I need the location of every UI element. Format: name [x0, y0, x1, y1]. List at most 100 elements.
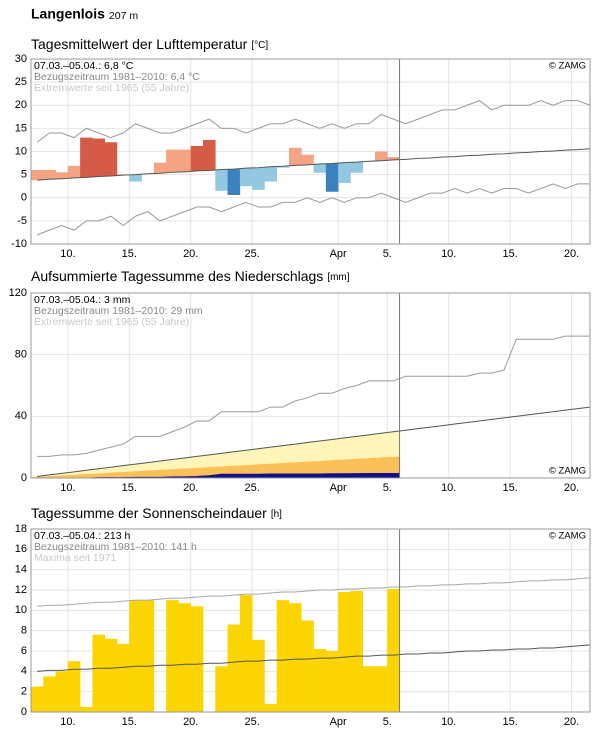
bar — [43, 676, 56, 712]
y-tick-label: 10 — [15, 145, 27, 157]
bar — [289, 603, 302, 712]
x-tick-label: 25. — [244, 482, 259, 494]
x-tick-label: 15. — [502, 248, 517, 260]
annotation: 07.03.–05.04.: 3 mm — [34, 294, 131, 306]
y-tick-label: 40 — [15, 410, 27, 422]
annotation: Bezugszeitraum 1981–2010: 29 mm — [34, 305, 203, 317]
bar — [264, 703, 278, 712]
annotation: Extremwerte seit 1965 (55 Jahre) — [34, 316, 189, 328]
anomaly-bar — [43, 170, 56, 180]
anomaly-bar — [338, 162, 351, 183]
bar — [117, 643, 130, 712]
x-tick-label: 10. — [60, 716, 75, 728]
annotation: 07.03.–05.04.: 213 h — [34, 530, 130, 542]
y-tick-label: 0 — [21, 706, 27, 718]
credit: © ZAMG — [549, 531, 586, 542]
annotation: Maxima seit 1971 — [34, 552, 116, 564]
bar — [325, 651, 339, 712]
y-tick-label: 2 — [21, 686, 27, 698]
chart-title-text: Tagesmittelwert der Lufttemperatur — [31, 36, 248, 52]
chart-title: Tagesmittelwert der Lufttemperatur [°C] — [31, 36, 268, 52]
x-tick-label: 15. — [502, 482, 517, 494]
bar — [166, 600, 179, 712]
x-tick-label: 20. — [183, 716, 198, 728]
x-tick-label: 10. — [441, 482, 456, 494]
anomaly-bar — [178, 149, 192, 172]
series-line — [37, 644, 591, 672]
y-tick-label: 18 — [15, 523, 27, 535]
anomaly-bar — [301, 154, 314, 165]
bar — [215, 666, 228, 712]
bar — [67, 661, 81, 712]
y-tick-label: 20 — [15, 99, 27, 111]
y-tick-label: 15 — [15, 122, 27, 134]
chart-unit: [h] — [271, 509, 282, 520]
annotation: 07.03.–05.04.: 6,8 °C — [34, 60, 134, 72]
chart-unit: [mm] — [327, 272, 349, 283]
chart-title-text: Aufsummierte Tagessumme des Niederschlag… — [31, 268, 323, 284]
x-tick-label: 15. — [122, 716, 137, 728]
x-tick-label: 25. — [244, 248, 259, 260]
series-line — [37, 577, 591, 607]
x-tick-label: 15. — [122, 482, 137, 494]
x-tick-label: 20. — [564, 716, 579, 728]
anomaly-bar — [92, 138, 106, 177]
x-tick-label: 5. — [383, 482, 392, 494]
x-tick-label: 20. — [564, 248, 579, 260]
x-tick-label: 20. — [183, 248, 198, 260]
x-tick-label: 5. — [383, 248, 392, 260]
anomaly-bar — [203, 139, 216, 171]
x-tick-label: 5. — [383, 716, 392, 728]
anomaly-bar — [67, 165, 81, 178]
anomaly-bar — [252, 167, 265, 190]
y-tick-label: 4 — [21, 665, 27, 677]
x-tick-label: 15. — [502, 716, 517, 728]
anomaly-bar — [289, 147, 302, 166]
anomaly-bar — [153, 162, 167, 174]
x-tick-label: 20. — [564, 482, 579, 494]
anomaly-bar — [104, 142, 118, 177]
anomaly-bar — [325, 163, 339, 192]
chart-unit: [°C] — [251, 40, 268, 51]
chart-title-text: Tagessumme der Sonnenscheindauer — [31, 505, 267, 521]
bar — [92, 634, 106, 712]
anomaly-bar — [375, 151, 388, 161]
y-tick-label: 25 — [15, 76, 27, 88]
x-tick-label: 20. — [183, 482, 198, 494]
credit: © ZAMG — [549, 466, 586, 477]
bar — [190, 606, 204, 712]
bar — [252, 639, 265, 712]
anomaly-bar — [239, 168, 253, 187]
anomaly-bar — [31, 170, 44, 181]
anomaly-bar — [387, 157, 400, 160]
x-tick-label: Apr — [330, 716, 347, 728]
x-tick-label: 10. — [60, 248, 75, 260]
y-tick-label: 80 — [15, 349, 27, 361]
bar — [31, 686, 44, 712]
y-tick-label: 0 — [21, 472, 27, 484]
y-tick-label: 6 — [21, 645, 27, 657]
y-tick-label: -10 — [11, 238, 27, 250]
bar — [104, 638, 118, 712]
plot-frame — [30, 528, 591, 713]
y-tick-label: 14 — [15, 564, 27, 576]
plot-frame — [30, 58, 591, 245]
annotation: Bezugszeitraum 1981–2010: 141 h — [34, 541, 197, 553]
x-tick-label: 25. — [244, 716, 259, 728]
anomaly-bar — [313, 163, 327, 173]
series-line — [36, 100, 591, 143]
y-tick-label: 30 — [15, 53, 27, 65]
bar — [141, 600, 155, 712]
bar — [55, 671, 69, 712]
bar — [301, 620, 314, 712]
bar — [362, 666, 376, 712]
bar — [239, 595, 253, 712]
bar — [313, 648, 327, 712]
y-tick-label: -5 — [17, 215, 27, 227]
y-tick-label: 5 — [21, 169, 27, 181]
anomaly-bar — [129, 174, 142, 182]
series-line — [36, 183, 590, 236]
bar — [227, 624, 241, 712]
